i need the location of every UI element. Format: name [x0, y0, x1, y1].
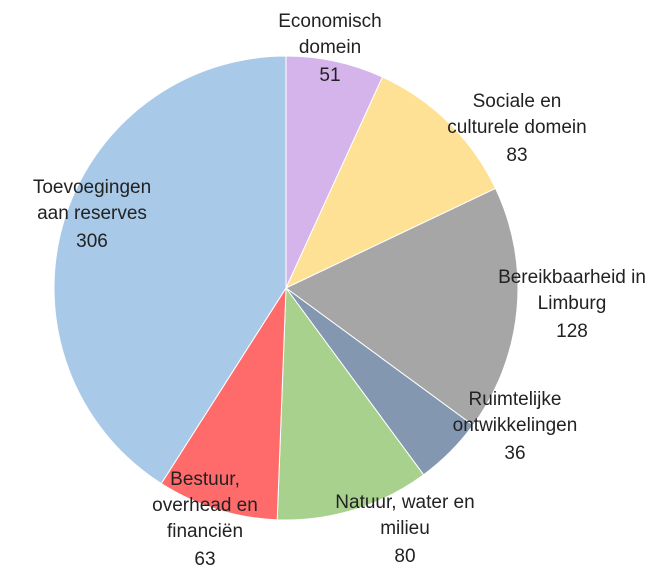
value-label: 80 — [394, 546, 415, 567]
slice-label: Bereikbaarheid in — [498, 267, 646, 288]
slice-label: Economisch — [278, 11, 382, 32]
slice-label: Natuur, water en — [335, 492, 474, 513]
pie-slice — [284, 76, 497, 290]
slice-label: culturele domein — [447, 117, 586, 138]
slice-label: ontwikkelingen — [453, 415, 578, 436]
slice-label: Ruimtelijke — [469, 389, 562, 410]
pie-slice — [285, 187, 519, 426]
pie-slice — [160, 286, 287, 521]
pie-slice — [276, 286, 425, 521]
slice-label: domein — [299, 37, 361, 58]
pie-slice — [53, 55, 287, 485]
slice-label: overhead en — [152, 495, 258, 516]
value-label: 128 — [556, 321, 588, 342]
slice-label: Limburg — [538, 293, 607, 314]
slice-label: aan reserves — [37, 203, 147, 224]
value-label: 306 — [76, 231, 108, 252]
value-label: 51 — [319, 65, 340, 86]
slice-label: Toevoegingen — [33, 177, 151, 198]
slice-label: milieu — [380, 518, 430, 539]
slice-label: financiën — [167, 521, 243, 542]
value-label: 63 — [194, 549, 215, 570]
value-label: 36 — [504, 443, 525, 464]
slice-label: Sociale en — [473, 91, 562, 112]
value-label: 83 — [506, 145, 527, 166]
slice-label: Bestuur, — [170, 469, 240, 490]
